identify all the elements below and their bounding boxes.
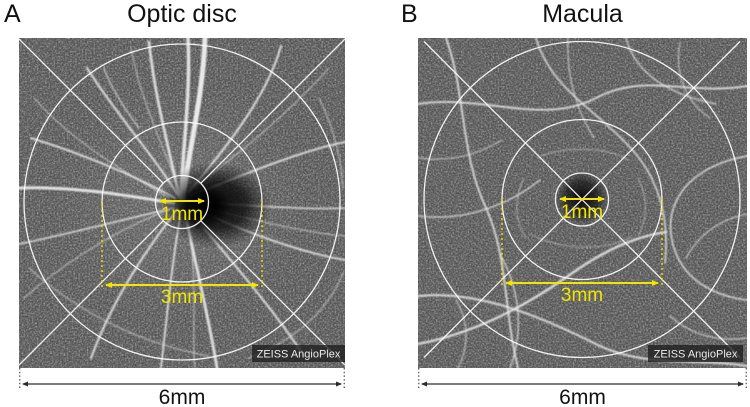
optic-disc-dark-region [159, 162, 271, 248]
scan-width-ruler-macula: 6mm [418, 368, 747, 407]
ring-1mm-label: 1mm [561, 202, 603, 223]
watermark-label: ZEISS AngioPlex [257, 349, 341, 361]
scan-width-ruler-optic-disc: 6mm [19, 368, 345, 407]
octa-scan-macula: 1mm 3mm ZEISS AngioPlex [418, 38, 747, 368]
device-watermark: ZEISS AngioPlex [648, 345, 743, 362]
panel-a-label: A [4, 0, 21, 28]
panel-b-title: Macula [542, 0, 623, 28]
retinal-vessels-layer [418, 38, 747, 368]
scan-width-label: 6mm [559, 386, 606, 407]
device-watermark: ZEISS AngioPlex [252, 345, 345, 362]
panel-a-title: Optic disc [127, 0, 237, 28]
scan-width-label: 6mm [159, 386, 206, 407]
octa-scan-optic-disc: 1mm 3mm ZEISS AngioPlex [19, 38, 345, 368]
ring-3mm-label: 3mm [561, 285, 603, 306]
ring-1mm-label: 1mm [161, 204, 203, 225]
watermark-label: ZEISS AngioPlex [654, 349, 738, 361]
ring-3mm-label: 3mm [161, 287, 203, 308]
measurement-annotations: 1mm 3mm [101, 198, 263, 308]
measurement-annotations: 1mm 3mm [501, 196, 663, 306]
panel-b-label: B [401, 0, 418, 28]
